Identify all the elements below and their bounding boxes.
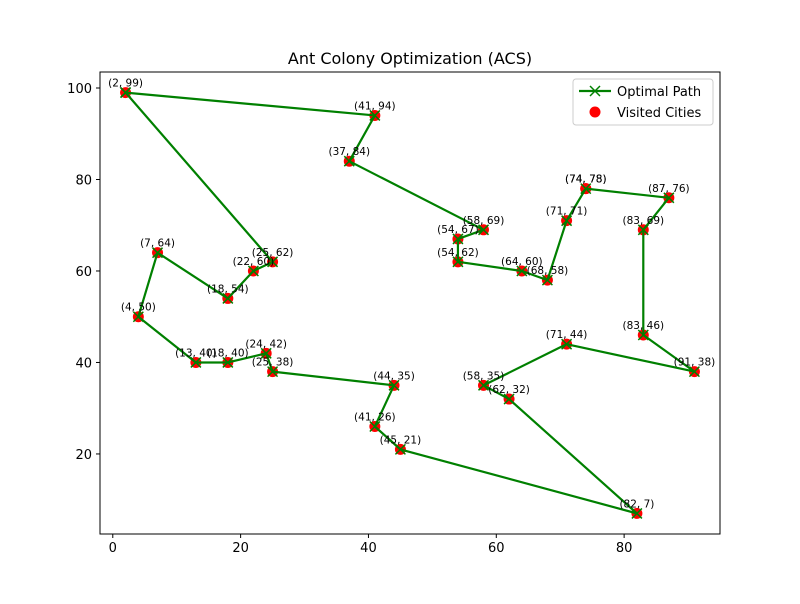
city-label: (22, 60) (233, 256, 275, 268)
path-x-marker (503, 393, 515, 405)
city-label: (18, 40) (207, 347, 249, 359)
path-x-marker (637, 224, 649, 236)
path-x-marker (222, 292, 234, 304)
city-label: (44, 35) (373, 370, 415, 382)
legend-label-visited-cities: Visited Cities (617, 106, 701, 121)
path-x-marker (580, 183, 592, 195)
legend-label-optimal-path: Optimal Path (617, 85, 701, 100)
path-x-marker (369, 420, 381, 433)
city-label: (24, 42) (245, 338, 287, 350)
city-label: (83, 46) (623, 320, 665, 332)
path-x-marker (561, 338, 573, 350)
city-label: (87, 76) (648, 183, 690, 195)
city-label: (64, 60) (501, 256, 543, 268)
city-label: (25, 38) (252, 357, 294, 369)
path-x-marker (260, 347, 272, 359)
path-x-marker (631, 507, 643, 519)
path-x-marker (247, 265, 259, 277)
city-label: (82, 7) (619, 498, 654, 510)
city-label: (4, 50) (121, 302, 156, 314)
axes: 0 20 40 60 80 20 40 60 80 100 (67, 82, 632, 556)
city-label: (45, 21) (380, 434, 422, 446)
x-tick-label: 80 (616, 541, 633, 556)
plot-frame (99, 71, 721, 535)
x-tick-label: 0 (109, 541, 117, 556)
plot-area: (2, 99) (41, 94) (37, 84) (58, 69)(54, 67) (… (108, 78, 715, 519)
city-label: (58, 69) (463, 215, 505, 227)
path-x-marker (516, 265, 528, 277)
city-label: (74, 78) (565, 174, 607, 186)
city-label: (41, 26) (354, 412, 396, 424)
x-tick-label: 60 (488, 541, 505, 556)
y-tick-label: 80 (75, 173, 92, 188)
city-label: (62, 32) (488, 384, 530, 396)
path-x-marker (688, 366, 700, 378)
city-label: (71, 44) (546, 329, 588, 341)
path-x-marker (388, 379, 400, 391)
path-x-marker (561, 215, 573, 227)
path-x-marker (343, 155, 355, 167)
city-label: (37, 84) (328, 146, 370, 158)
city-label: (54, 62) (437, 247, 479, 259)
city-label: (25, 62) (252, 247, 294, 259)
y-tick-label: 40 (75, 356, 92, 371)
x-tick-label: 40 (360, 541, 377, 556)
city-label: (18, 54) (207, 283, 249, 295)
path-x-marker (637, 329, 649, 341)
legend-x-marker (589, 85, 601, 97)
path-x-marker (369, 109, 381, 121)
y-tick-label: 20 (75, 448, 92, 463)
path-x-marker (541, 274, 553, 286)
city-label: (58, 35) (463, 370, 505, 382)
path-x-marker (132, 311, 144, 323)
y-tick-label: 100 (67, 82, 92, 97)
legend: Optimal Path Visited Cities (572, 78, 714, 126)
x-tick-label: 20 (232, 541, 249, 556)
city-label: (91, 38) (674, 357, 716, 369)
city-label: (2, 99) (108, 78, 143, 90)
city-label: (74, 78) (565, 174, 607, 186)
path-x-marker (477, 379, 490, 391)
city-label: (71, 71) (546, 206, 588, 218)
path-x-marker (190, 356, 202, 368)
path-x-marker (267, 366, 279, 378)
city-label: (68, 58) (527, 265, 569, 277)
path-x-marker (663, 192, 675, 204)
path-x-marker (477, 224, 490, 236)
path-x-marker (151, 247, 164, 259)
chart-title: Ant Colony Optimization (ACS) (288, 49, 532, 68)
city-label: (13, 40) (175, 347, 217, 359)
legend-dot-swatch (589, 106, 601, 118)
city-label: (7, 64) (140, 238, 175, 250)
path-x-marker (394, 443, 406, 455)
city-label: (41, 94) (354, 100, 396, 112)
path-x-marker (222, 356, 234, 368)
y-tick-label: 60 (75, 265, 92, 280)
path-x-marker (120, 87, 132, 99)
path-x-marker (452, 256, 464, 268)
city-label: (83, 69) (623, 215, 665, 227)
path-x-marker (267, 256, 279, 268)
path-x-marker (452, 233, 464, 245)
city-label: (54, 67) (437, 224, 479, 236)
